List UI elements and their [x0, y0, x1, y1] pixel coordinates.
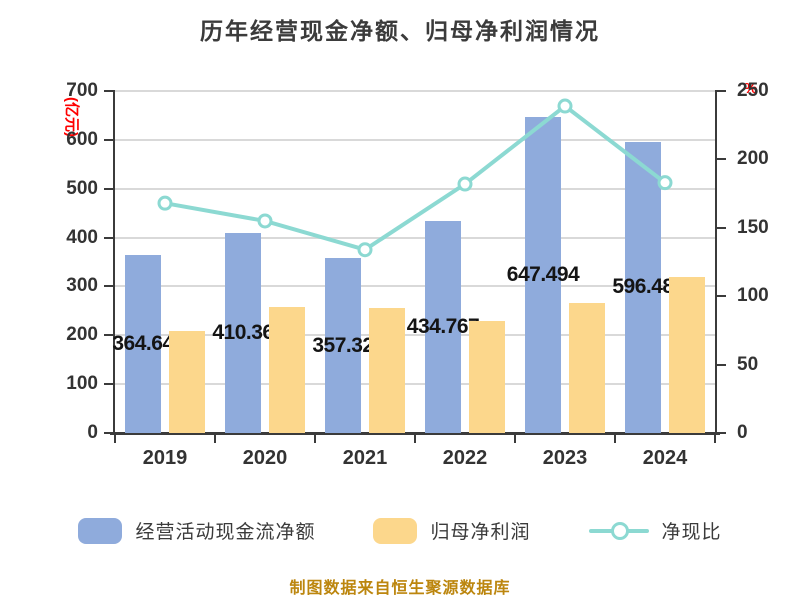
x-axis-label-2021: 2021 [342, 447, 388, 469]
bar-value-label-2023: 647.494 [506, 262, 580, 286]
bar-value-label-2022: 434.767 [406, 314, 480, 338]
legend-label-net-profit: 归母净利润 [430, 522, 531, 543]
gridline-100 [115, 383, 715, 386]
legend-label-operating-cash-flow: 经营活动现金流净额 [135, 522, 316, 543]
legend: 经营活动现金流净额 归母净利润 净现比 [0, 517, 800, 544]
cash-ratio-line[interactable] [164, 103, 667, 252]
right-axis-tick-0 [717, 432, 726, 434]
bar-net-profit-2022[interactable] [469, 320, 505, 433]
left-axis-tick-600 [104, 138, 113, 141]
x-axis-line [110, 432, 720, 435]
left-axis-tick-label-200: 200 [66, 324, 98, 346]
right-axis-tick-label-100: 100 [737, 285, 769, 307]
left-axis-tick-500 [104, 187, 113, 190]
x-axis-tick-4 [514, 435, 516, 443]
right-axis-tick-label-200: 200 [737, 148, 769, 170]
x-axis-tick-2 [314, 435, 316, 443]
data-source-note: 制图数据来自恒生聚源数据库 [289, 580, 511, 597]
right-axis-tick-label-150: 150 [737, 216, 769, 238]
gridline-300 [115, 285, 715, 288]
bar-operating-cash-flow-2022[interactable] [425, 220, 461, 433]
bar-net-profit-2023[interactable] [569, 303, 605, 433]
bar-value-label-2019: 364.64 [112, 331, 174, 355]
bar-operating-cash-flow-2019[interactable] [125, 254, 161, 433]
legend-item-cash-ratio[interactable]: 净现比 [588, 517, 722, 544]
left-axis-tick-label-700: 700 [66, 80, 98, 101]
bar-value-label-2020: 410.36 [212, 320, 274, 344]
left-axis-line [113, 90, 115, 433]
cash-ratio-marker-2024[interactable] [657, 175, 673, 191]
left-axis-tick-label-500: 500 [66, 177, 98, 199]
bar-net-profit-2021[interactable] [369, 307, 405, 433]
cash-ratio-marker-2022[interactable] [457, 176, 473, 192]
right-axis-tick-250 [717, 90, 726, 92]
legend-swatch-operating-cash-flow-icon [78, 517, 123, 544]
legend-item-net-profit[interactable]: 归母净利润 [373, 517, 530, 544]
x-axis-tick-1 [214, 435, 216, 443]
left-axis-tick-0 [104, 432, 113, 434]
gridline-600 [115, 138, 715, 141]
cash-ratio-marker-2020[interactable] [257, 213, 273, 229]
bar-net-profit-2020[interactable] [269, 307, 305, 433]
cash-ratio-marker-2021[interactable] [357, 242, 373, 258]
x-axis-tick-3 [414, 435, 416, 443]
right-axis-tick-label-0: 0 [737, 422, 748, 443]
right-axis-tick-label-250: 250 [737, 80, 769, 101]
bar-operating-cash-flow-2024[interactable] [625, 141, 661, 433]
bar-value-label-2021: 357.32 [312, 333, 374, 357]
left-axis-tick-300 [104, 285, 113, 288]
bar-operating-cash-flow-2021[interactable] [325, 258, 361, 433]
legend-swatch-net-profit-icon [373, 517, 418, 544]
right-axis-tick-200 [717, 158, 726, 161]
left-axis-tick-400 [104, 236, 113, 239]
bar-net-profit-2019[interactable] [169, 331, 205, 433]
legend-label-cash-ratio: 净现比 [661, 522, 722, 543]
x-axis-label-2024: 2024 [642, 447, 688, 469]
bar-net-profit-2024[interactable] [669, 277, 705, 433]
x-axis-label-2022: 2022 [442, 447, 488, 469]
x-axis-tick-5 [614, 435, 616, 443]
right-axis-tick-50 [717, 363, 726, 366]
left-axis-tick-200 [104, 334, 113, 337]
left-axis-tick-label-600: 600 [66, 128, 98, 150]
legend-dot-icon [610, 521, 629, 540]
cash-ratio-marker-2023[interactable] [557, 98, 573, 114]
x-axis-label-2019: 2019 [142, 447, 188, 469]
cash-ratio-marker-2019[interactable] [157, 195, 173, 211]
left-axis-tick-100 [104, 383, 113, 386]
legend-item-operating-cash-flow[interactable]: 经营活动现金流净额 [78, 517, 315, 544]
bar-operating-cash-flow-2023[interactable] [525, 116, 561, 433]
x-axis-label-2023: 2023 [542, 447, 588, 469]
right-axis-tick-100 [717, 295, 726, 298]
x-axis-tick-0 [114, 435, 116, 443]
gridline-200 [115, 334, 715, 337]
chart-title: 历年经营现金净额、归母净利润情况 [200, 18, 600, 44]
gridline-500 [115, 187, 715, 190]
left-axis-tick-label-100: 100 [66, 373, 98, 395]
cash-ratio-line-layer [157, 98, 673, 258]
left-axis-tick-label-400: 400 [66, 226, 98, 248]
x-axis-label-2020: 2020 [242, 447, 288, 469]
legend-line-marker-icon [588, 521, 649, 540]
gridline-700 [115, 90, 715, 92]
left-axis-tick-700 [104, 90, 113, 92]
left-axis-tick-label-300: 300 [66, 275, 98, 297]
bar-operating-cash-flow-2020[interactable] [225, 232, 261, 433]
gridline-400 [115, 236, 715, 239]
right-axis-tick-150 [717, 226, 726, 229]
right-axis-tick-label-50: 50 [737, 353, 759, 375]
right-axis-line [715, 90, 717, 433]
bar-value-label-2024: 596.48 [612, 275, 674, 299]
right-axis-unit-label: % [744, 80, 758, 97]
left-axis-tick-label-0: 0 [87, 422, 98, 443]
x-axis-tick-6 [714, 435, 716, 443]
